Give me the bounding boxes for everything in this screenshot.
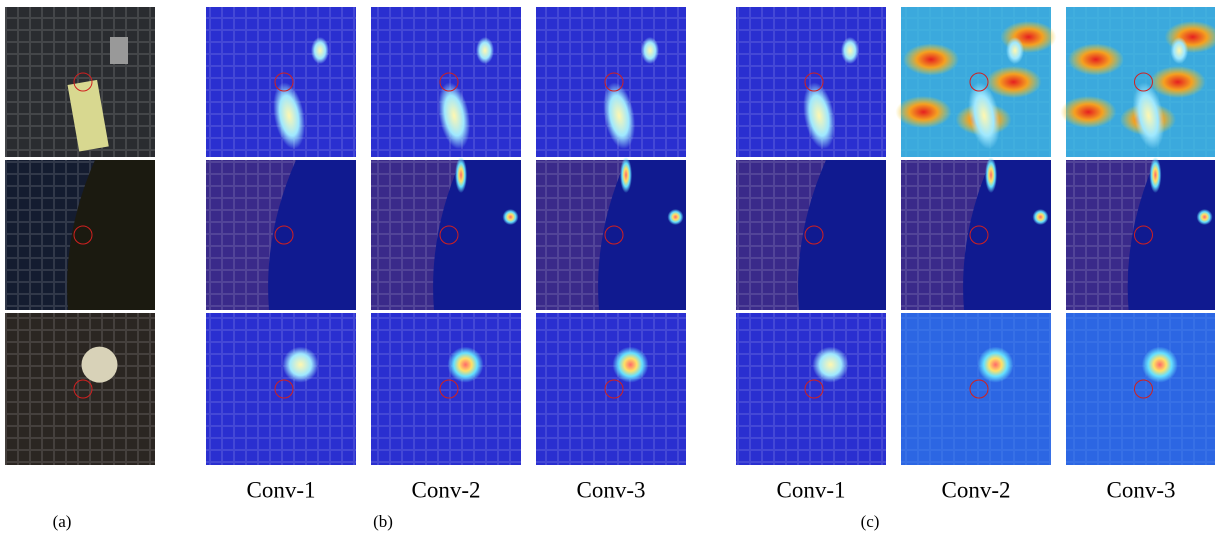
- hotspot: [1060, 96, 1116, 128]
- dome: [283, 347, 319, 383]
- tile-texture: [206, 313, 356, 465]
- dome: [1142, 347, 1178, 383]
- image-tile: [1066, 157, 1215, 310]
- image-tile: [536, 157, 686, 310]
- tile-texture: [536, 313, 686, 465]
- building: [641, 37, 659, 64]
- hotspot: [903, 44, 959, 76]
- building: [110, 37, 128, 64]
- image-tile: [1066, 313, 1215, 465]
- image-tile: [206, 160, 356, 310]
- building: [841, 37, 859, 64]
- dome: [813, 347, 849, 383]
- panel-label: (a): [53, 512, 72, 531]
- building: [476, 37, 494, 64]
- hotspot: [1197, 209, 1213, 225]
- column-label: Conv-1: [247, 477, 316, 502]
- heat-wash: [901, 313, 1051, 465]
- image-tile: [901, 157, 1051, 310]
- column-label: Conv-3: [1107, 477, 1176, 502]
- column-label: Conv-1: [777, 477, 846, 502]
- hotspot: [503, 209, 519, 225]
- panel-label: (c): [861, 512, 880, 531]
- tile-texture: [371, 313, 521, 465]
- image-tile: [736, 7, 886, 157]
- image-tile: [536, 313, 686, 465]
- image-tile: [1060, 7, 1215, 157]
- dome: [613, 347, 649, 383]
- hotspot: [1033, 209, 1049, 225]
- image-tile: [5, 313, 155, 465]
- heat-wash: [1066, 313, 1215, 465]
- dome: [978, 347, 1014, 383]
- hotspot: [985, 157, 997, 193]
- image-tile: [901, 313, 1051, 465]
- image-tile: [371, 157, 521, 310]
- page: {"panels": [ {"label": "(a)"}, {"label":…: [0, 0, 1215, 540]
- column-label: Conv-2: [942, 477, 1011, 502]
- column-label: Conv-3: [577, 477, 646, 502]
- column-label: Conv-2: [412, 477, 481, 502]
- hotspot: [1068, 44, 1124, 76]
- dome: [82, 347, 118, 383]
- figure: (a) (b) (c) Conv-1 Conv-2 Conv-3 Conv-1 Conv…: [0, 0, 1215, 540]
- image-tile: [536, 7, 686, 157]
- image-tile: [736, 160, 886, 310]
- hotspot: [668, 209, 684, 225]
- image-tile: [206, 313, 356, 465]
- image-tile: [5, 160, 155, 310]
- dome: [448, 347, 484, 383]
- building: [311, 37, 329, 64]
- image-tile: [736, 313, 886, 465]
- building: [1170, 37, 1188, 64]
- image-tile: [206, 7, 356, 157]
- tile-texture: [5, 313, 155, 465]
- hotspot: [620, 157, 632, 193]
- hotspot: [1149, 157, 1161, 193]
- tile-texture: [736, 313, 886, 465]
- image-tile: [5, 7, 155, 157]
- hotspot: [455, 157, 467, 193]
- building: [1006, 37, 1024, 64]
- image-tile: [896, 7, 1057, 157]
- image-tile: [371, 7, 521, 157]
- image-tile: [371, 313, 521, 465]
- hotspot: [896, 96, 952, 128]
- panel-label: (b): [373, 512, 393, 531]
